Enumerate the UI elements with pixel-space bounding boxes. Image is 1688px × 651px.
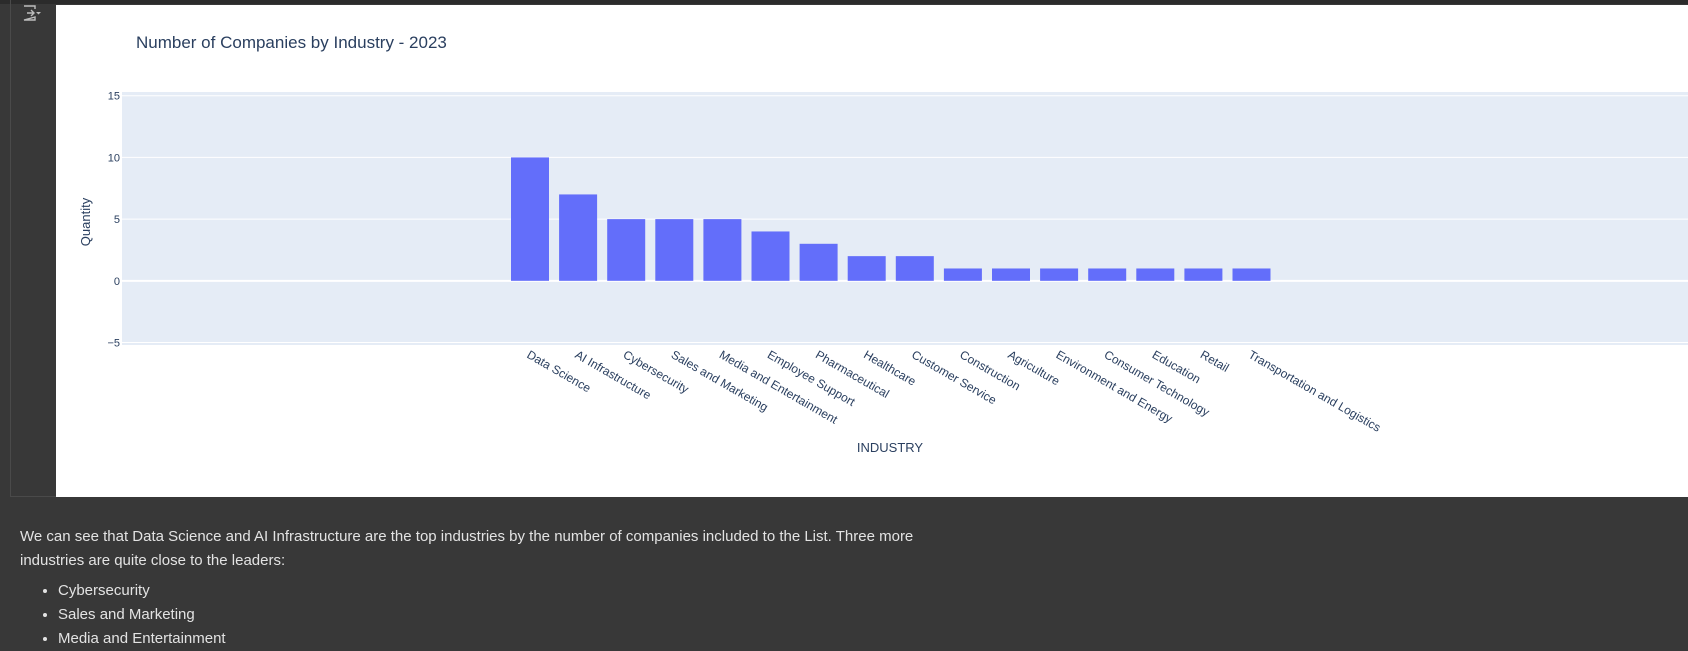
- list-item: Cybersecurity: [58, 579, 920, 603]
- bar-chart: Number of Companies by Industry - 2023 −…: [78, 33, 1688, 455]
- bar: [751, 231, 790, 281]
- y-tick-label: −5: [107, 338, 120, 350]
- bar: [992, 268, 1030, 281]
- bar: [1088, 268, 1127, 281]
- x-axis-title: INDUSTRY: [857, 440, 924, 455]
- x-tick-label: Customer Service: [909, 347, 999, 407]
- bar: [703, 219, 742, 281]
- bar: [1136, 268, 1175, 281]
- bar: [847, 256, 886, 281]
- bar: [655, 219, 694, 281]
- bar: [943, 268, 982, 281]
- bar: [799, 243, 838, 281]
- x-tick-label: Retail: [1198, 347, 1232, 374]
- industry-list: Cybersecurity Sales and Marketing Media …: [20, 579, 920, 651]
- y-tick-label: 15: [108, 91, 120, 103]
- list-item: Media and Entertainment: [58, 627, 920, 651]
- output-toggle-icon: [23, 5, 41, 21]
- bar: [511, 157, 549, 281]
- bar: [1184, 268, 1223, 281]
- output-toggle-button[interactable]: [20, 2, 44, 24]
- cell-gutter: [10, 0, 11, 497]
- y-tick-label: 5: [114, 214, 120, 226]
- bar: [607, 219, 646, 281]
- cell-output: Number of Companies by Industry - 2023 −…: [56, 5, 1688, 497]
- x-tick-label: Transportation and Logistics: [1246, 347, 1383, 434]
- top-bar: [0, 0, 1688, 4]
- plot-area: [122, 92, 1688, 345]
- list-item: Sales and Marketing: [58, 603, 920, 627]
- bar: [895, 256, 934, 281]
- markdown-paragraph: We can see that Data Science and AI Infr…: [20, 528, 914, 569]
- markdown-cell: We can see that Data Science and AI Infr…: [20, 525, 920, 651]
- chart-title: Number of Companies by Industry - 2023: [136, 33, 447, 52]
- bar: [1232, 268, 1271, 281]
- y-tick-label: 0: [114, 276, 120, 288]
- y-axis-title: Quantity: [78, 197, 93, 246]
- bar: [1040, 268, 1079, 281]
- y-tick-label: 10: [108, 152, 120, 164]
- bar: [559, 194, 598, 281]
